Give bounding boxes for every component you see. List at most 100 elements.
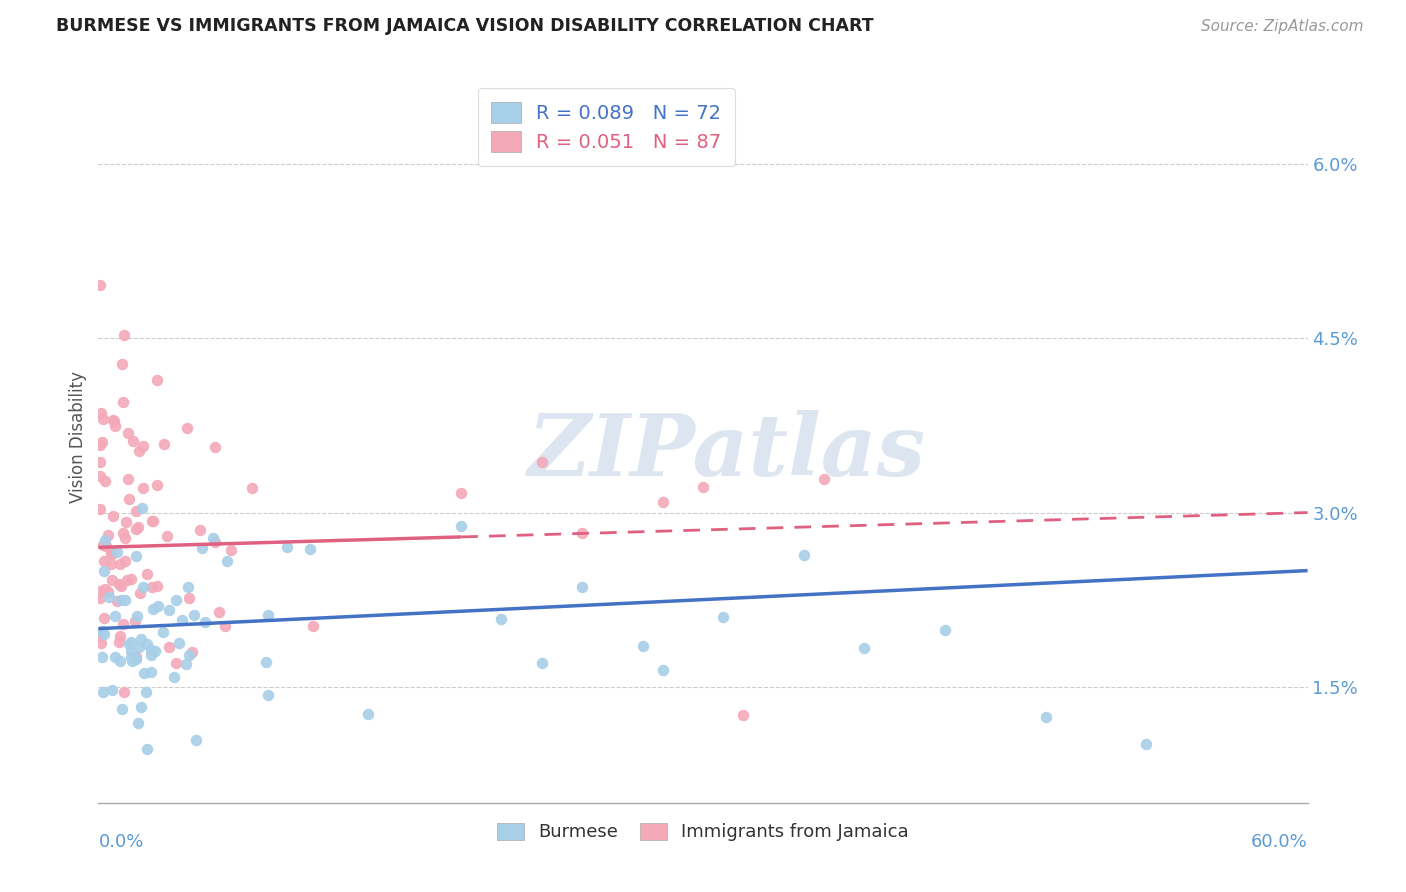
- Point: [491, 612, 513, 626]
- Point: [100, 546, 122, 560]
- Point: [112, 685, 135, 699]
- Point: [1035, 709, 1057, 723]
- Text: ZIPatlas: ZIPatlas: [529, 410, 927, 493]
- Point: [125, 549, 148, 563]
- Point: [177, 580, 200, 594]
- Point: [89, 438, 111, 452]
- Point: [179, 591, 201, 606]
- Point: [1135, 737, 1157, 751]
- Point: [571, 580, 593, 594]
- Point: [120, 572, 142, 586]
- Point: [93, 411, 115, 425]
- Point: [125, 504, 148, 518]
- Point: [93, 564, 115, 578]
- Point: [215, 553, 238, 567]
- Point: [153, 437, 176, 451]
- Text: Source: ZipAtlas.com: Source: ZipAtlas.com: [1201, 20, 1364, 34]
- Point: [111, 702, 134, 716]
- Point: [112, 394, 135, 409]
- Point: [530, 656, 553, 670]
- Point: [132, 580, 155, 594]
- Text: 60.0%: 60.0%: [1251, 833, 1308, 851]
- Point: [120, 649, 142, 664]
- Point: [136, 637, 159, 651]
- Point: [111, 526, 134, 541]
- Point: [127, 715, 149, 730]
- Point: [91, 624, 114, 638]
- Point: [103, 412, 125, 426]
- Point: [91, 649, 114, 664]
- Point: [256, 608, 278, 623]
- Point: [90, 406, 112, 420]
- Point: [141, 514, 163, 528]
- Point: [91, 685, 114, 699]
- Point: [114, 516, 136, 530]
- Point: [631, 640, 654, 654]
- Point: [105, 594, 128, 608]
- Point: [165, 656, 187, 670]
- Point: [111, 357, 134, 371]
- Point: [118, 492, 141, 507]
- Point: [112, 616, 135, 631]
- Point: [711, 610, 734, 624]
- Point: [157, 640, 180, 654]
- Point: [571, 526, 593, 541]
- Point: [240, 481, 263, 495]
- Point: [219, 542, 242, 557]
- Point: [302, 618, 325, 632]
- Point: [127, 609, 149, 624]
- Point: [108, 635, 131, 649]
- Point: [356, 707, 378, 722]
- Point: [103, 608, 125, 623]
- Point: [165, 592, 187, 607]
- Point: [450, 485, 472, 500]
- Point: [97, 591, 120, 605]
- Point: [202, 531, 225, 545]
- Point: [131, 500, 153, 515]
- Point: [145, 373, 167, 387]
- Point: [139, 642, 162, 657]
- Text: 0.0%: 0.0%: [98, 833, 143, 851]
- Point: [194, 615, 217, 629]
- Point: [117, 472, 139, 486]
- Point: [114, 593, 136, 607]
- Point: [853, 641, 876, 656]
- Point: [129, 700, 152, 714]
- Point: [91, 538, 114, 552]
- Point: [132, 439, 155, 453]
- Point: [136, 566, 159, 581]
- Point: [190, 541, 212, 555]
- Point: [89, 454, 111, 468]
- Point: [97, 528, 120, 542]
- Point: [183, 608, 205, 623]
- Point: [186, 733, 208, 747]
- Point: [97, 584, 120, 599]
- Text: BURMESE VS IMMIGRANTS FROM JAMAICA VISION DISABILITY CORRELATION CHART: BURMESE VS IMMIGRANTS FROM JAMAICA VISIO…: [56, 17, 875, 35]
- Point: [257, 689, 280, 703]
- Point: [101, 573, 124, 587]
- Point: [89, 468, 111, 483]
- Point: [167, 636, 190, 650]
- Point: [110, 558, 132, 572]
- Point: [118, 637, 141, 651]
- Point: [188, 523, 211, 537]
- Point: [128, 640, 150, 654]
- Point: [530, 455, 553, 469]
- Point: [104, 419, 127, 434]
- Point: [157, 602, 180, 616]
- Point: [110, 579, 132, 593]
- Point: [94, 475, 117, 489]
- Point: [101, 548, 124, 562]
- Point: [651, 495, 673, 509]
- Point: [121, 654, 143, 668]
- Point: [134, 665, 156, 680]
- Point: [121, 434, 143, 448]
- Point: [128, 444, 150, 458]
- Point: [91, 435, 114, 450]
- Point: [176, 420, 198, 434]
- Point: [115, 574, 138, 588]
- Point: [214, 618, 236, 632]
- Point: [93, 554, 115, 568]
- Point: [172, 613, 194, 627]
- Point: [108, 577, 131, 591]
